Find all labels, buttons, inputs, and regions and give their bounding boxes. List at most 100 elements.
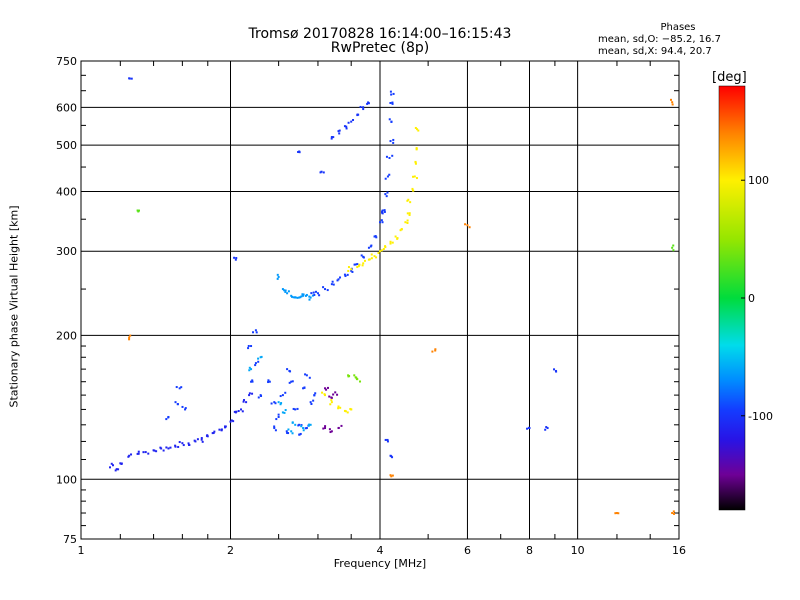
data-point — [391, 241, 394, 244]
data-point — [343, 273, 346, 276]
data-point — [362, 262, 365, 265]
data-point — [386, 175, 389, 178]
data-point — [268, 380, 271, 383]
data-point — [181, 405, 184, 408]
data-point — [292, 407, 295, 410]
data-point — [233, 410, 236, 413]
data-point — [671, 101, 674, 104]
data-point — [307, 424, 310, 427]
data-point — [381, 211, 384, 214]
data-point — [298, 151, 301, 154]
data-point — [176, 403, 179, 406]
data-point — [343, 125, 346, 128]
data-point — [353, 374, 356, 377]
data-point — [329, 431, 332, 434]
data-point — [112, 464, 115, 467]
data-point — [155, 450, 158, 453]
data-point — [128, 338, 131, 341]
data-point — [386, 191, 389, 194]
data-point — [360, 254, 363, 257]
data-point — [468, 226, 471, 229]
data-point — [345, 125, 348, 128]
data-point — [352, 119, 355, 122]
data-point — [250, 380, 253, 383]
data-point — [414, 160, 417, 163]
data-point — [330, 396, 333, 399]
data-point — [273, 427, 276, 430]
data-point — [434, 348, 437, 351]
data-point — [153, 449, 156, 452]
data-point — [284, 391, 287, 394]
data-point — [273, 425, 276, 428]
data-point — [270, 402, 273, 405]
data-point — [205, 434, 208, 437]
phase-stats-x: mean, sd,X: 94.4, 20.7 — [598, 46, 712, 57]
data-point — [137, 210, 140, 213]
data-point — [178, 387, 181, 390]
data-point — [361, 264, 364, 267]
data-point — [286, 368, 289, 371]
data-point — [187, 442, 190, 445]
colorbar-title: [deg] — [712, 70, 747, 85]
data-point — [281, 288, 284, 291]
data-point — [466, 224, 469, 227]
data-point — [389, 140, 392, 143]
data-point — [326, 386, 329, 389]
data-point — [554, 369, 557, 372]
data-point — [277, 401, 280, 404]
data-point — [286, 292, 289, 295]
data-point — [406, 212, 409, 215]
data-point — [545, 426, 548, 429]
data-point — [284, 290, 287, 293]
data-point — [130, 77, 133, 80]
data-point — [415, 147, 418, 150]
data-point — [288, 381, 291, 384]
data-point — [379, 250, 381, 253]
data-point — [119, 462, 122, 465]
data-point — [381, 210, 384, 213]
data-point — [337, 405, 340, 408]
data-point — [260, 395, 263, 398]
data-point — [350, 408, 353, 411]
data-point — [359, 380, 362, 383]
data-point — [383, 210, 386, 213]
data-point — [294, 296, 297, 299]
data-point — [296, 296, 299, 299]
data-point — [252, 331, 255, 334]
data-point — [346, 411, 349, 414]
y-tick-label: 750 — [56, 55, 77, 68]
data-point — [196, 438, 199, 441]
y-tick-label: 500 — [56, 139, 77, 152]
data-point — [313, 293, 316, 296]
data-point — [233, 256, 236, 259]
data-point — [388, 157, 391, 160]
data-point — [370, 253, 373, 256]
data-point — [302, 294, 305, 297]
data-point — [276, 273, 279, 276]
data-point — [391, 474, 394, 477]
data-point — [304, 294, 307, 297]
data-point — [414, 162, 417, 165]
data-point — [330, 283, 333, 286]
data-point — [247, 344, 250, 347]
x-tick-label: 10 — [571, 544, 585, 557]
data-point — [305, 374, 308, 377]
colorbar-tick-label: 0 — [748, 292, 755, 305]
data-point — [384, 193, 387, 196]
data-point — [308, 298, 311, 301]
data-point — [362, 106, 365, 109]
y-tick-label: 600 — [56, 101, 77, 114]
data-point — [294, 423, 297, 426]
data-point — [255, 331, 258, 334]
phase-stats-o: mean, sd,O: −85.2, 16.7 — [598, 34, 721, 45]
data-point — [354, 263, 357, 266]
data-point — [389, 102, 392, 105]
data-point — [213, 430, 216, 433]
data-point — [201, 440, 204, 443]
data-point — [356, 266, 359, 269]
data-point — [200, 437, 203, 440]
data-point — [392, 141, 395, 144]
data-point — [406, 219, 409, 222]
data-point — [673, 512, 676, 515]
x-axis-label: Frequency [MHz] — [333, 557, 427, 570]
